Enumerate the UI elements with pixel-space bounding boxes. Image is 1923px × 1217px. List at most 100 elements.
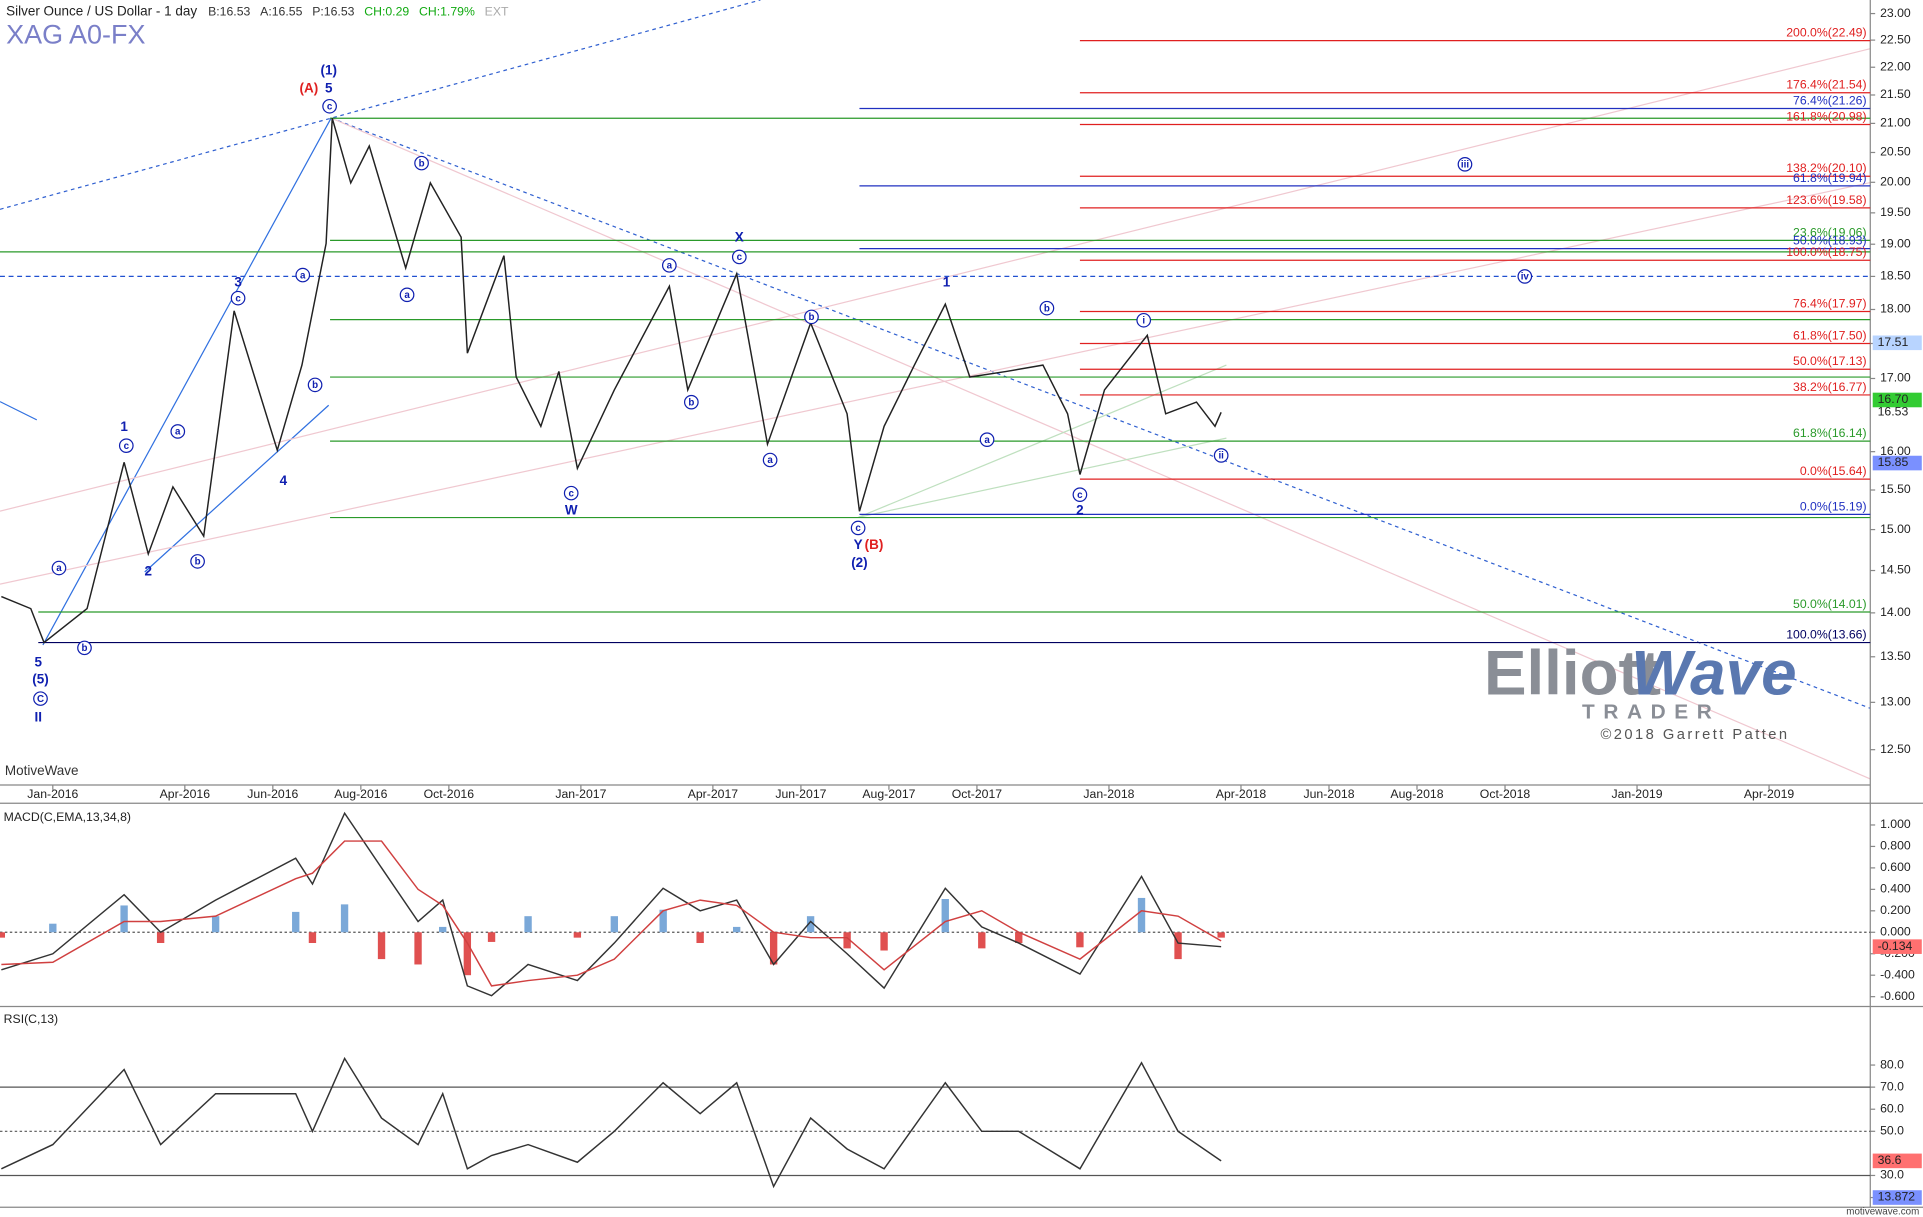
fib-label: 0.0%(15.19)	[1800, 499, 1867, 513]
x-tick-label: Jan-2018	[1083, 787, 1134, 801]
y-tick-label: 60.0	[1880, 1101, 1904, 1115]
wave-circle	[731, 249, 747, 265]
y-tick-label: 21.00	[1880, 116, 1911, 130]
wave-label: b	[312, 380, 318, 391]
wave-label: (B)	[865, 537, 884, 552]
wave-label: c	[235, 293, 241, 304]
macd-line	[1, 811, 1222, 997]
wave-circle	[399, 287, 415, 303]
price-marker	[1872, 335, 1922, 351]
macd-histogram-bar	[610, 916, 619, 933]
quote-item: CH:0.29	[364, 4, 409, 18]
macd-histogram-bar	[696, 932, 704, 944]
x-tick-label: Jun-2016	[247, 787, 298, 801]
watermark-brand: Wave	[1631, 638, 1796, 709]
quote-item: CH:1.79%	[419, 4, 475, 18]
macd-histogram-bar	[340, 904, 349, 933]
macd-histogram-bar	[843, 932, 851, 949]
quote-item: P:16.53	[312, 4, 354, 18]
wave-circle	[1457, 157, 1473, 172]
wave-label: Y	[854, 537, 863, 552]
price-marker-label: 17.51	[1878, 335, 1909, 349]
quote-item: B:16.53	[208, 4, 250, 18]
price-marker-label: 36.6	[1878, 1153, 1902, 1167]
y-tick-label: 22.50	[1880, 32, 1911, 46]
price-marker-label: 16.53	[1878, 405, 1909, 419]
wave-circle	[979, 432, 995, 447]
x-tick-label: Jan-2017	[555, 787, 606, 801]
y-tick-label: 20.00	[1880, 175, 1911, 189]
y-tick-label: 0.400	[1880, 882, 1911, 896]
symbol: XAG A0-FX	[6, 20, 145, 50]
wave-label: a	[984, 435, 990, 446]
fib-label: 61.8%(17.50)	[1793, 328, 1867, 342]
trend-line	[0, 0, 761, 210]
y-tick-label: 22.00	[1880, 59, 1911, 73]
wave-label: (2)	[851, 555, 867, 570]
wave-label: c	[737, 252, 743, 263]
wave-label: 4	[280, 473, 288, 488]
wave-label: c	[1077, 490, 1083, 501]
y-tick-label: 21.50	[1880, 87, 1911, 101]
macd-histogram-bar	[978, 932, 986, 949]
x-tick-label: Apr-2017	[688, 787, 739, 801]
fan-line	[0, 48, 1871, 512]
fib-label: 50.0%(18.93)	[1793, 234, 1867, 248]
y-tick-label: 80.0	[1880, 1057, 1904, 1071]
wave-circle	[661, 258, 677, 273]
macd-histogram-bar	[49, 923, 57, 933]
wave-circle	[1072, 487, 1088, 502]
fib-label: 76.4%(21.26)	[1793, 93, 1867, 107]
y-tick-label: 14.00	[1880, 605, 1911, 619]
y-tick-label: 16.00	[1880, 444, 1911, 458]
wave-circle	[804, 309, 819, 325]
trend-line	[330, 117, 1871, 709]
macd-histogram-bar	[439, 926, 447, 933]
macd-histogram-bar	[211, 916, 220, 933]
wave-label: b	[81, 643, 87, 654]
y-tick-label: 17.00	[1880, 371, 1911, 385]
y-tick-label: 15.00	[1880, 522, 1911, 536]
price-marker	[1872, 392, 1922, 408]
wave-label: 2	[145, 564, 152, 579]
y-tick-label: 18.00	[1880, 302, 1911, 316]
x-tick-label: Jun-2018	[1303, 787, 1354, 801]
y-tick-label: -0.600	[1880, 989, 1915, 1003]
y-tick-label: 15.50	[1880, 482, 1911, 496]
macd-histogram-bar	[487, 932, 496, 942]
macd-histogram-bar	[1174, 932, 1182, 960]
x-tick-label: Aug-2017	[862, 787, 915, 801]
panel-title: RSI(C,13)	[4, 1012, 58, 1026]
y-tick-label: 19.00	[1880, 236, 1911, 250]
wave-label: b	[688, 397, 694, 408]
wave-label: C	[37, 694, 44, 705]
watermark-credit: ©2018 Garrett Patten	[1600, 727, 1789, 743]
fib-label: 50.0%(14.01)	[1793, 597, 1867, 611]
wave-label: 1	[943, 274, 951, 289]
macd-histogram-bar	[806, 916, 815, 933]
wave-circle	[77, 640, 92, 656]
y-tick-label: 12.50	[1880, 742, 1911, 756]
macd-histogram-bar	[377, 932, 386, 960]
wave-label: i	[1142, 315, 1145, 326]
price-marker-label: 13.872	[1878, 1190, 1916, 1204]
y-tick-label: 0.200	[1880, 903, 1911, 917]
wave-label: 2	[1076, 503, 1083, 518]
y-tick-label: 18.50	[1880, 269, 1911, 283]
wave-circle	[322, 98, 337, 114]
wave-label: b	[419, 158, 425, 169]
instrument-title: Silver Ounce / US Dollar - 1 day	[6, 4, 197, 19]
x-tick-label: Apr-2018	[1216, 787, 1267, 801]
y-tick-label: 0.600	[1880, 860, 1911, 874]
fib-label: 76.4%(17.97)	[1793, 296, 1867, 310]
fib-label: 200.0%(22.49)	[1786, 26, 1866, 40]
macd-histogram-bar	[1217, 932, 1225, 938]
price-marker	[1872, 939, 1922, 954]
trend-line	[42, 117, 332, 646]
trend-lines	[0, 0, 1871, 780]
quote-item: A:16.55	[260, 4, 302, 18]
wave-label: c	[327, 101, 333, 112]
wave-circle	[230, 290, 246, 306]
